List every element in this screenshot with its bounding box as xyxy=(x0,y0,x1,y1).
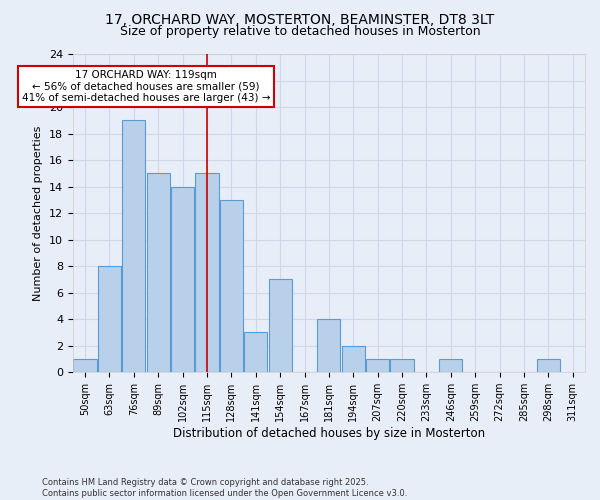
Bar xyxy=(269,280,292,372)
Bar xyxy=(366,359,389,372)
Bar xyxy=(342,346,365,372)
Bar xyxy=(220,200,243,372)
Bar xyxy=(196,174,218,372)
Text: Contains HM Land Registry data © Crown copyright and database right 2025.
Contai: Contains HM Land Registry data © Crown c… xyxy=(42,478,407,498)
Bar xyxy=(171,186,194,372)
Text: 17, ORCHARD WAY, MOSTERTON, BEAMINSTER, DT8 3LT: 17, ORCHARD WAY, MOSTERTON, BEAMINSTER, … xyxy=(106,12,494,26)
Bar xyxy=(317,319,340,372)
Text: 17 ORCHARD WAY: 119sqm
← 56% of detached houses are smaller (59)
41% of semi-det: 17 ORCHARD WAY: 119sqm ← 56% of detached… xyxy=(22,70,270,103)
Bar xyxy=(73,359,97,372)
Bar xyxy=(98,266,121,372)
Bar xyxy=(537,359,560,372)
Y-axis label: Number of detached properties: Number of detached properties xyxy=(33,126,43,301)
X-axis label: Distribution of detached houses by size in Mosterton: Distribution of detached houses by size … xyxy=(173,427,485,440)
Bar xyxy=(244,332,268,372)
Text: Size of property relative to detached houses in Mosterton: Size of property relative to detached ho… xyxy=(119,25,481,38)
Bar xyxy=(146,174,170,372)
Bar xyxy=(391,359,413,372)
Bar xyxy=(122,120,145,372)
Bar xyxy=(439,359,463,372)
